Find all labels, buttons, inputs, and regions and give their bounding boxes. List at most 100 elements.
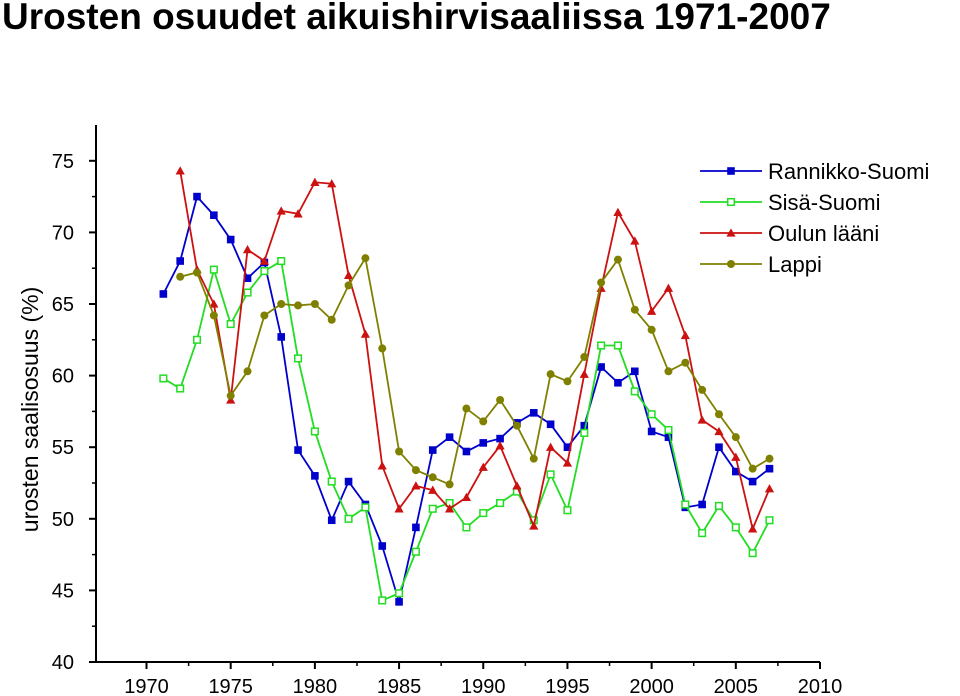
- data-point: [226, 391, 235, 400]
- data-point: [394, 504, 404, 513]
- legend-item-oulun-l-ni: Oulun lääni: [700, 221, 879, 246]
- data-point: [377, 461, 387, 470]
- data-point: [159, 374, 168, 383]
- data-point: [597, 363, 605, 371]
- data-point: [395, 589, 404, 598]
- y-axis-title: urosten saalisosuus (%): [17, 287, 43, 532]
- data-point: [664, 433, 673, 441]
- y-tick-label: 45: [52, 580, 74, 602]
- data-point: [647, 410, 656, 419]
- data-point: [294, 301, 303, 310]
- data-point: [176, 272, 185, 281]
- data-point: [344, 514, 353, 523]
- data-point: [698, 529, 707, 538]
- data-point: [343, 270, 354, 280]
- series-line-lappi: [179, 255, 770, 486]
- legend-label: Lappi: [768, 252, 822, 277]
- y-tick-label: 75: [52, 151, 74, 173]
- data-point: [630, 387, 639, 396]
- data-point: [748, 549, 757, 558]
- data-point: [327, 516, 336, 525]
- data-point: [562, 458, 573, 467]
- data-point: [529, 521, 539, 530]
- data-point: [630, 367, 639, 376]
- legend-label: Sisä-Suomi: [768, 190, 880, 215]
- data-point: [360, 329, 370, 338]
- data-point: [512, 421, 521, 430]
- data-point: [563, 377, 572, 386]
- x-tick-label: 1980: [293, 676, 338, 696]
- data-point: [411, 466, 420, 475]
- data-point: [597, 278, 606, 287]
- data-point: [344, 281, 353, 290]
- legend-item-rannikko-suomi: Rannikko-Suomi: [700, 159, 929, 184]
- data-point: [630, 236, 640, 245]
- data-point: [563, 506, 572, 515]
- data-point: [277, 256, 286, 266]
- data-point: [479, 417, 488, 426]
- data-point: [714, 410, 723, 419]
- data-point: [630, 305, 639, 314]
- data-point: [579, 369, 589, 378]
- data-point: [647, 325, 656, 334]
- data-point: [395, 447, 404, 456]
- legend-marker: [727, 167, 735, 175]
- data-point: [697, 415, 707, 424]
- data-point: [412, 523, 420, 532]
- data-point: [613, 207, 623, 217]
- data-point: [546, 420, 555, 429]
- data-point: [613, 255, 622, 264]
- data-point: [647, 306, 657, 315]
- data-point: [580, 428, 589, 437]
- data-point: [580, 352, 589, 361]
- data-point: [613, 341, 623, 350]
- data-point: [260, 267, 269, 276]
- data-point: [310, 300, 319, 308]
- data-point: [293, 209, 303, 218]
- data-point: [378, 344, 387, 353]
- data-point: [293, 354, 303, 363]
- data-point: [411, 547, 420, 556]
- data-point: [580, 421, 589, 430]
- series-line-oulun-l-ni: [179, 170, 771, 532]
- data-point: [193, 192, 201, 201]
- data-point: [461, 492, 472, 501]
- data-point: [445, 433, 454, 441]
- data-point: [310, 427, 319, 436]
- data-point: [479, 439, 488, 447]
- data-point: [327, 477, 336, 486]
- data-point: [311, 472, 319, 480]
- data-point: [546, 370, 555, 379]
- legend-label: Rannikko-Suomi: [768, 159, 929, 184]
- data-point: [664, 367, 673, 376]
- data-point: [226, 319, 235, 329]
- data-point: [209, 299, 219, 308]
- data-point: [462, 447, 471, 456]
- data-point: [428, 485, 438, 494]
- y-tick-label: 60: [52, 366, 74, 388]
- legend-marker: [726, 197, 736, 207]
- data-point: [242, 244, 253, 254]
- data-point: [243, 288, 252, 297]
- data-point: [664, 425, 673, 435]
- data-point: [681, 500, 690, 509]
- data-point: [714, 501, 724, 510]
- data-point: [698, 500, 706, 509]
- data-point: [428, 473, 437, 482]
- data-point: [411, 481, 421, 490]
- series-lappi: [176, 254, 774, 489]
- data-point: [260, 311, 269, 320]
- data-point: [563, 443, 572, 451]
- data-point: [496, 434, 504, 443]
- x-tick-label: 1995: [545, 676, 590, 696]
- legend-label: Oulun lääni: [768, 221, 879, 246]
- data-point: [327, 179, 337, 188]
- data-point: [277, 333, 286, 341]
- data-point: [748, 464, 757, 473]
- data-point: [663, 283, 674, 292]
- legend-marker: [726, 228, 736, 237]
- data-point: [193, 268, 202, 277]
- data-point: [495, 441, 505, 450]
- data-point: [176, 384, 185, 393]
